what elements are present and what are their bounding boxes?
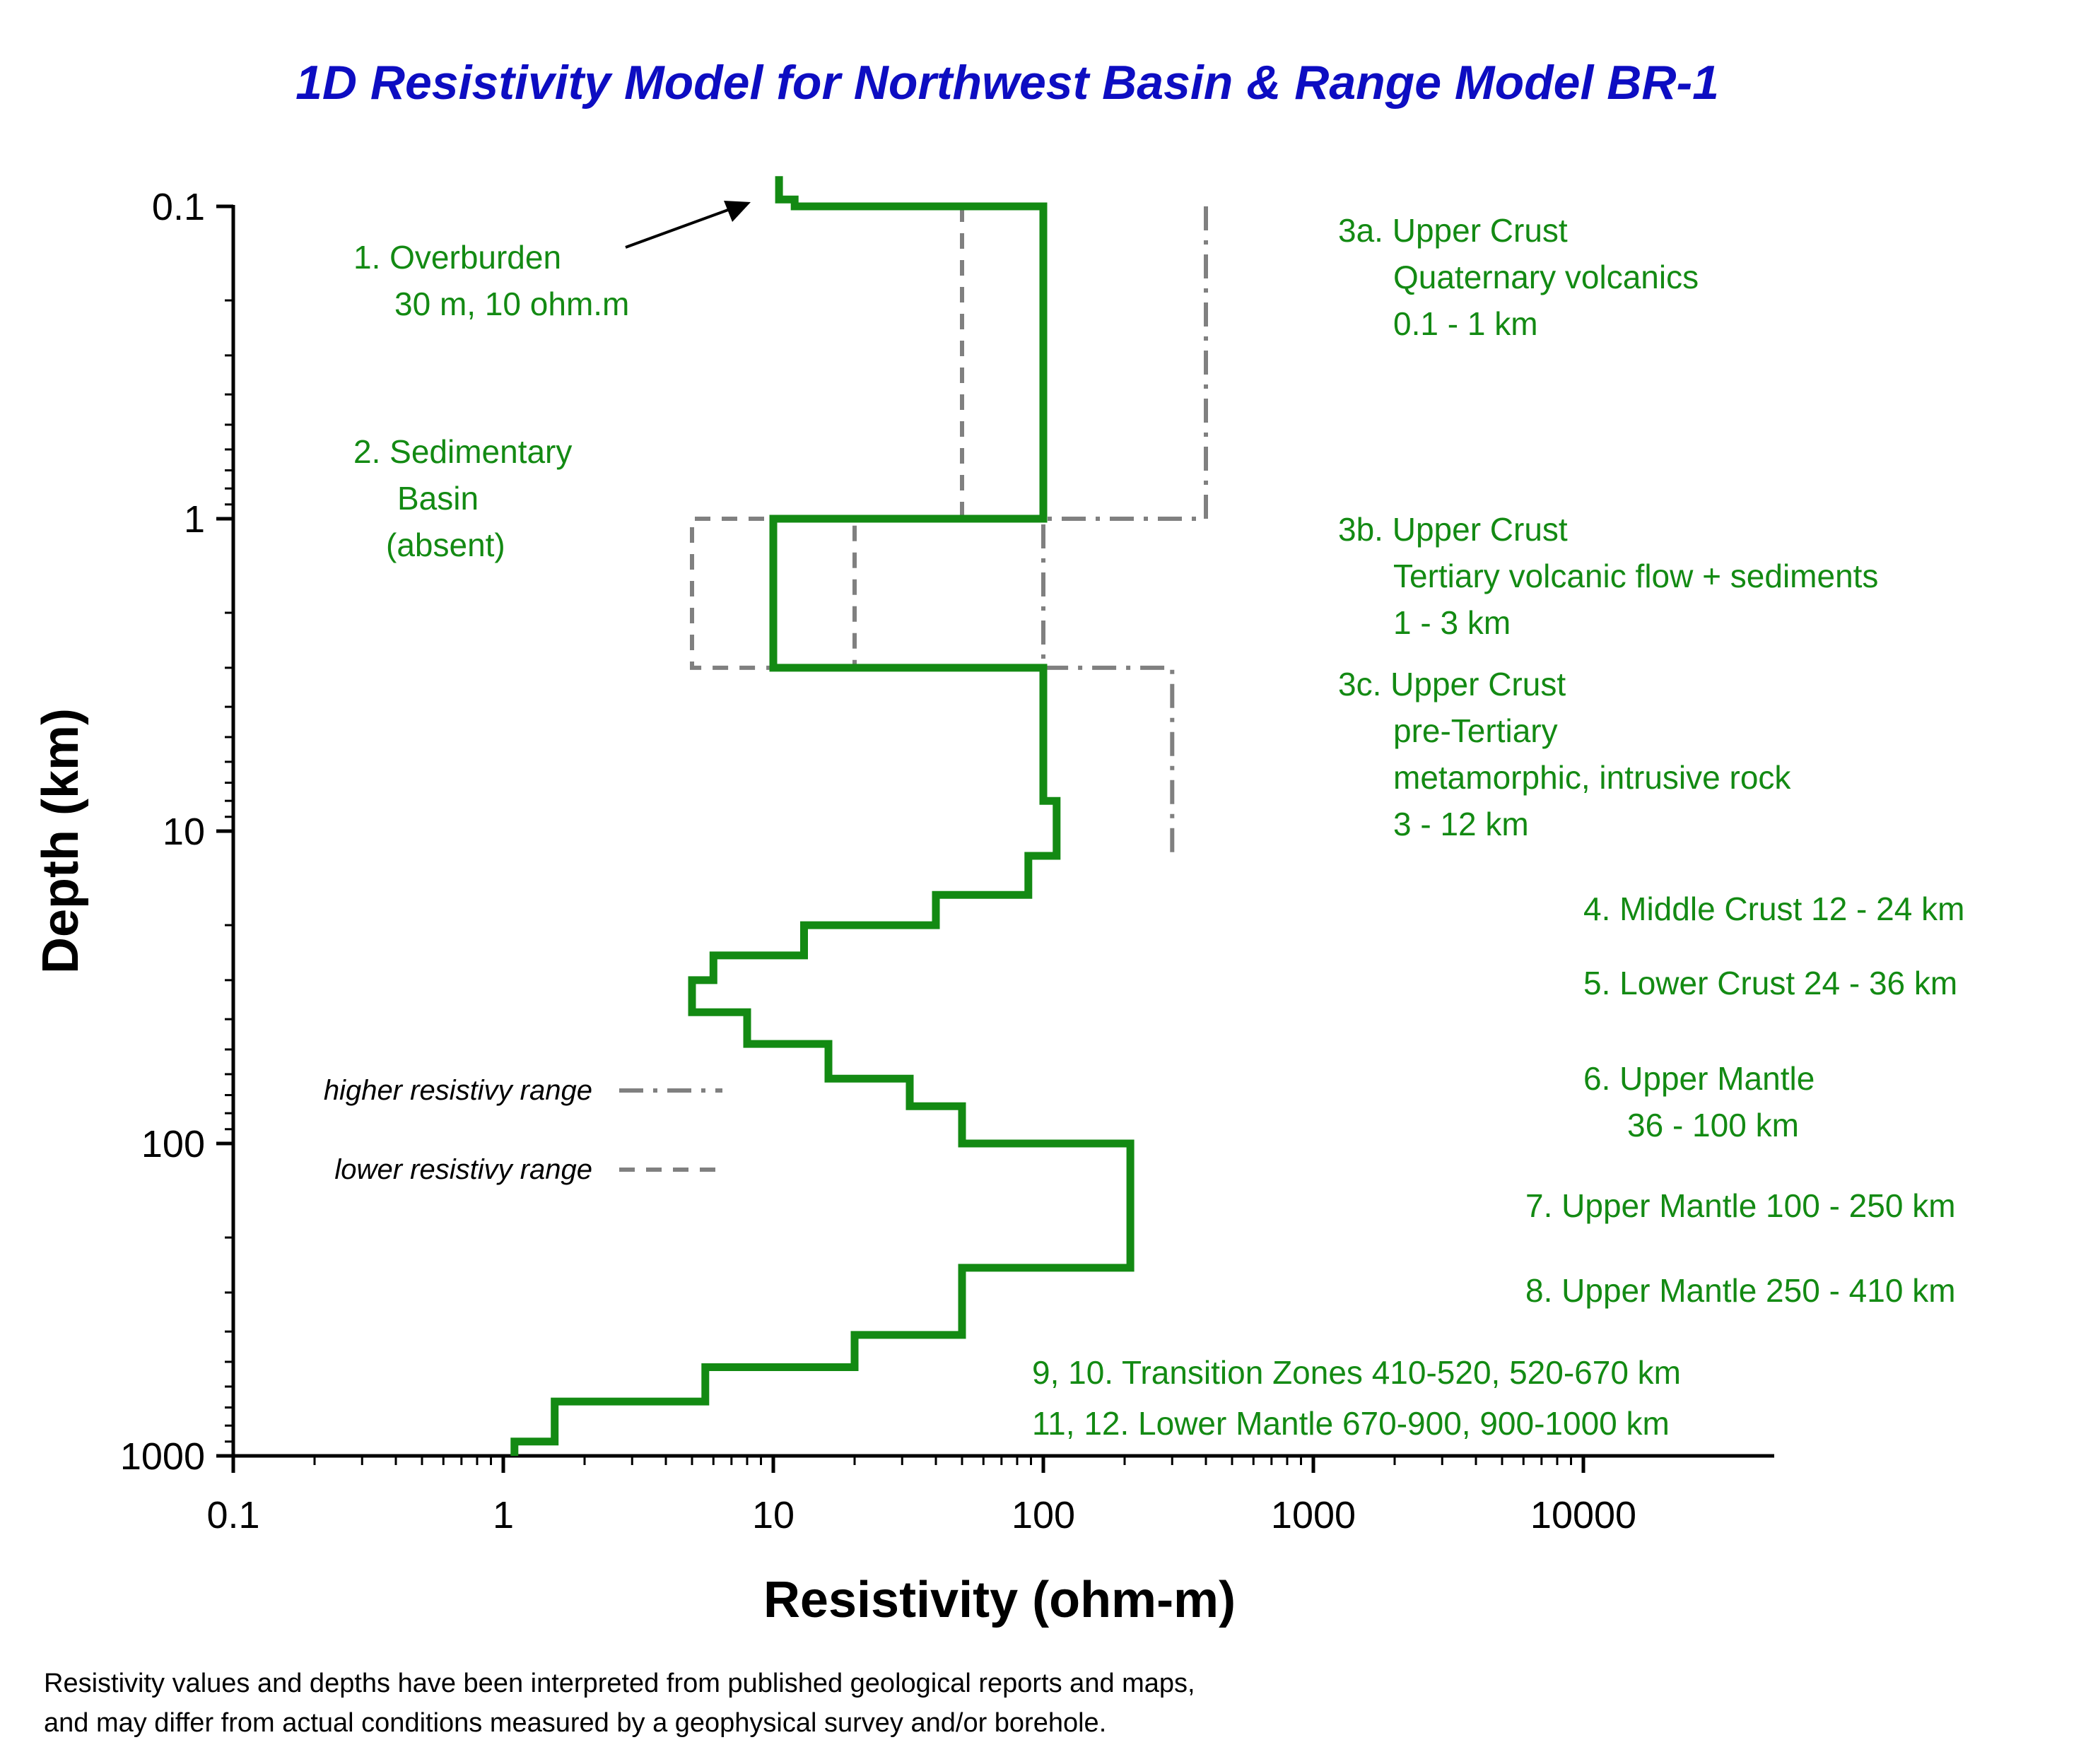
x-tick-label: 1000 xyxy=(1271,1494,1356,1536)
axes: 0.1 1 10 100 1000 10000 0.1 1 10 100 1000 xyxy=(120,186,1774,1536)
annotation-line: 1 - 3 km xyxy=(1393,604,1511,641)
annotation-label: 2. Sedimentary Basin (absent) xyxy=(353,433,572,563)
overburden-arrow-head xyxy=(724,201,751,222)
y-tick-label: 1 xyxy=(184,498,205,541)
overburden-arrow-shaft xyxy=(625,208,729,249)
annotation-label: 3c. Upper Crust pre-Tertiary metamorphic, … xyxy=(1338,666,1791,842)
legend: higher resistivy range lower resistivy ra… xyxy=(324,1075,722,1185)
y-tick-label: 10 xyxy=(163,811,205,853)
annotation-label: 8. Upper Mantle 250 - 410 km xyxy=(1525,1272,1956,1309)
annotation-line: 7. Upper Mantle 100 - 250 km xyxy=(1525,1187,1956,1224)
chart-title: 1D Resistivity Model for Northwest Basin… xyxy=(295,56,1719,110)
annotation-line: 1. Overburden xyxy=(353,239,561,276)
y-tick-label: 1000 xyxy=(120,1435,205,1478)
annotation-line: 0.1 - 1 km xyxy=(1393,305,1538,342)
x-tick-label: 10000 xyxy=(1530,1494,1636,1536)
annotation-line: metamorphic, intrusive rock xyxy=(1393,759,1791,796)
footnote: Resistivity values and depths have been … xyxy=(44,1669,1195,1738)
annotation-line: Quaternary volcanics xyxy=(1393,259,1699,295)
legend-label: lower resistivy range xyxy=(334,1154,592,1185)
annotation-label: 7. Upper Mantle 100 - 250 km xyxy=(1525,1187,1956,1224)
annotation-label: 3a. Upper Crust Quaternary volcanics 0.1 -… xyxy=(1338,212,1699,342)
annotation-line: Basin xyxy=(397,480,479,517)
annotation-line: 3b. Upper Crust xyxy=(1338,511,1568,548)
footnote-line: and may differ from actual conditions me… xyxy=(44,1708,1106,1738)
x-tick-label: 100 xyxy=(1012,1494,1075,1536)
annotation-label: 11, 12. Lower Mantle 670-900, 900-1000 k… xyxy=(1032,1405,1670,1442)
annotation-label: 1. Overburden 30 m, 10 ohm.m xyxy=(353,239,629,322)
annotations: 1. Overburden 30 m, 10 ohm.m 2. Sedimentar… xyxy=(353,201,1964,1442)
annotation-line: 30 m, 10 ohm.m xyxy=(394,286,629,322)
x-axis-title: Resistivity (ohm-m) xyxy=(763,1572,1236,1628)
x-tick-label: 10 xyxy=(752,1494,795,1536)
legend-label: higher resistivy range xyxy=(324,1075,592,1106)
annotation-line: (absent) xyxy=(386,527,505,563)
x-tick-label: 1 xyxy=(493,1494,514,1536)
x-tick-label: 0.1 xyxy=(206,1494,259,1536)
annotation-label: 3b. Upper Crust Tertiary volcanic flow + … xyxy=(1338,511,1878,641)
annotation-label: 4. Middle Crust 12 - 24 km xyxy=(1583,890,1964,927)
annotation-line: 11, 12. Lower Mantle 670-900, 900-1000 k… xyxy=(1032,1405,1670,1442)
annotation-line: 6. Upper Mantle xyxy=(1583,1060,1815,1097)
annotation-label: 9, 10. Transition Zones 410-520, 520-670… xyxy=(1032,1354,1681,1391)
series-lower-range-line xyxy=(690,206,964,670)
y-axis-title: Depth (km) xyxy=(33,708,89,974)
annotation-line: 3a. Upper Crust xyxy=(1338,212,1568,249)
annotation-line: 3 - 12 km xyxy=(1393,806,1529,842)
annotation-line: 8. Upper Mantle 250 - 410 km xyxy=(1525,1272,1956,1309)
series-higher-range-line xyxy=(1041,206,1208,856)
annotation-line: 5. Lower Crust 24 - 36 km xyxy=(1583,965,1957,1001)
annotation-line: 4. Middle Crust 12 - 24 km xyxy=(1583,890,1964,927)
annotation-line: 2. Sedimentary xyxy=(353,433,572,470)
y-tick-label: 100 xyxy=(141,1123,205,1165)
series-model-line xyxy=(510,176,1135,1456)
annotation-line: 3c. Upper Crust xyxy=(1338,666,1566,702)
annotation-line: 9, 10. Transition Zones 410-520, 520-670… xyxy=(1032,1354,1681,1391)
annotation-line: pre-Tertiary xyxy=(1393,712,1558,749)
footnote-line: Resistivity values and depths have been … xyxy=(44,1669,1195,1698)
annotation-label: 6. Upper Mantle 36 - 100 km xyxy=(1583,1060,1815,1143)
series-layer xyxy=(510,176,1208,1456)
annotation-line: Tertiary volcanic flow + sediments xyxy=(1393,558,1878,594)
annotation-label: 5. Lower Crust 24 - 36 km xyxy=(1583,965,1957,1001)
y-tick-label: 0.1 xyxy=(152,186,205,228)
annotation-line: 36 - 100 km xyxy=(1627,1107,1799,1143)
